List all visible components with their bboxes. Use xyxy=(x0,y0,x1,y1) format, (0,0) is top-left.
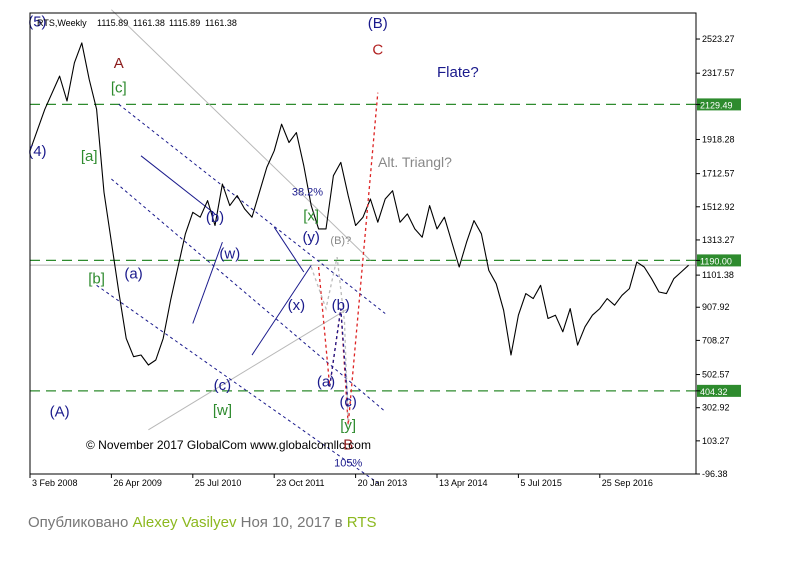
level-tag-label: 404.32 xyxy=(700,387,728,397)
wave-label: (4) xyxy=(28,143,46,160)
x-tick-label: 20 Jan 2013 xyxy=(358,478,408,488)
wave-label: [a] xyxy=(81,148,98,165)
author-link[interactable]: Alexey Vasilyev xyxy=(132,514,237,531)
ohlc-close: 1161.38 xyxy=(205,18,237,28)
wave-labels: (5) (4) (A) A [c] [a] [b] (a) (b) (w) (c) [w] (x) 38.… xyxy=(28,13,388,469)
forecast-paths xyxy=(310,92,379,425)
wave-label: 105% xyxy=(334,457,362,469)
wave-label: (w) xyxy=(219,246,240,263)
wave-label: A xyxy=(114,55,124,72)
axes: 2523.27 2317.57 1918.28 1712.57 1512.92 1313.… xyxy=(29,34,735,488)
ticker-link[interactable]: RTS xyxy=(346,514,377,531)
y-tick-label: 1313.27 xyxy=(702,235,735,245)
x-tick-label: 5 Jul 2015 xyxy=(520,478,562,488)
wave-label: B xyxy=(343,437,353,454)
wave-label: [b] xyxy=(88,271,105,288)
price-line xyxy=(29,42,689,366)
y-tick-label: 302.92 xyxy=(702,403,730,413)
wave-label: (y) xyxy=(302,229,320,246)
wave-label: (c) xyxy=(214,377,232,394)
level-tag xyxy=(697,254,741,267)
annotation-flate: Flate? xyxy=(437,64,479,81)
footer-prefix: Опубликовано xyxy=(28,514,133,531)
channel-lines xyxy=(96,9,386,484)
x-tick-label: 25 Jul 2010 xyxy=(195,478,242,488)
ohlc-low: 1115.89 xyxy=(169,18,200,28)
chart-title: RTS,Weekly xyxy=(37,18,87,28)
triangle-upper-line xyxy=(273,226,305,273)
ohlc-high: 1161.38 xyxy=(133,18,165,28)
forecast-blue-path xyxy=(329,308,349,409)
triangle-lower-line xyxy=(251,265,312,356)
wave-label: [x] xyxy=(303,208,319,225)
alt-triangle-lower-line xyxy=(148,308,349,431)
wedge-upper-line xyxy=(140,155,216,215)
level-tag xyxy=(697,384,741,397)
price-series xyxy=(29,42,689,366)
wave-label: [c] xyxy=(111,80,127,97)
x-tick-label: 3 Feb 2008 xyxy=(32,478,78,488)
wave-label: (a) xyxy=(124,266,142,283)
chart: 2129.49 1190.00 404.32 (5) (4) (A) A [c] [a] [b]… xyxy=(0,0,794,500)
level-tag-label: 2129.49 xyxy=(700,100,733,110)
x-tick-label: 25 Sep 2016 xyxy=(602,478,653,488)
y-tick-label: 1712.57 xyxy=(702,169,735,179)
chart-background xyxy=(0,0,794,500)
y-tick-label: 1101.38 xyxy=(702,270,734,280)
wave-label: (a) xyxy=(317,374,335,391)
plot-frame xyxy=(29,12,697,475)
footer-date: Ноя 10, 2017 в xyxy=(236,514,347,531)
publication-footer: Опубликовано Alexey Vasilyev Ноя 10, 201… xyxy=(28,514,377,531)
ohlc-open: 1115.89 xyxy=(97,18,128,28)
y-tick-label: -96.38 xyxy=(702,469,728,479)
wave-label: (x) xyxy=(288,297,306,314)
y-tick-label: 502.57 xyxy=(702,370,730,380)
wave-label: (b) xyxy=(332,297,350,314)
level-tag xyxy=(697,98,741,111)
y-tick-label: 1918.28 xyxy=(702,134,735,144)
wave-label: C xyxy=(372,42,383,59)
x-tick-label: 26 Apr 2009 xyxy=(113,478,162,488)
wave-label: (A) xyxy=(50,403,70,420)
y-tick-label: 103.27 xyxy=(702,436,730,446)
y-tick-label: 708.27 xyxy=(702,335,730,345)
wave-label: (5) xyxy=(28,13,46,30)
annotation-alt-triangle: Alt. Triangl? xyxy=(378,154,452,170)
x-tick-label: 23 Oct 2011 xyxy=(276,478,324,488)
y-tick-label: 907.92 xyxy=(702,302,730,312)
y-tick-label: 2523.27 xyxy=(702,34,735,44)
wave-label: (B) xyxy=(368,15,388,32)
level-tag-label: 1190.00 xyxy=(700,256,732,266)
forecast-gray-path xyxy=(310,256,349,425)
y-tick-label: 2317.57 xyxy=(702,68,735,78)
wedge-lower-line xyxy=(192,241,223,324)
copyright-text: © November 2017 GlobalCom www.globalcoml… xyxy=(86,438,371,452)
wave-label: 38.2% xyxy=(292,187,323,199)
y-tick-label: 1512.92 xyxy=(702,202,735,212)
wave-label: (b) xyxy=(206,209,224,226)
wave-label: (B)? xyxy=(330,235,351,247)
wave-label: [w] xyxy=(213,402,232,419)
wave-label: (c) xyxy=(339,394,357,411)
wave-label: [y] xyxy=(340,417,356,434)
x-tick-label: 13 Apr 2014 xyxy=(439,478,488,488)
channel-upper-dashed xyxy=(118,103,386,314)
